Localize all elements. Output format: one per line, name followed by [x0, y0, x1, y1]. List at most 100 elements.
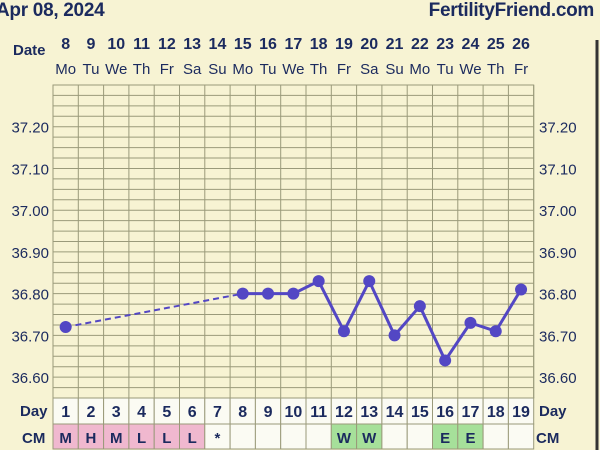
date-label: 9 [86, 36, 95, 53]
cm-cell [254, 423, 282, 450]
cycle-day-cell [103, 397, 130, 425]
y-tick-right: 37.10 [539, 161, 577, 178]
cycle-day-label: 8 [238, 404, 247, 421]
cycle-day-label: 6 [188, 404, 197, 421]
date-label: 17 [284, 36, 302, 53]
cycle-day-label: 13 [360, 404, 378, 421]
cycle-day-label: 15 [411, 404, 429, 421]
cm-label: * [215, 430, 221, 447]
cm-label: M [110, 430, 123, 447]
cm-cell [330, 423, 358, 450]
cycle-day-cell [482, 397, 509, 425]
temperature-point [515, 283, 528, 296]
date-label: 21 [386, 36, 404, 53]
cm-cell [305, 423, 332, 450]
cycle-day-label: 4 [137, 404, 146, 421]
cm-cell [103, 423, 130, 450]
y-tick-right: 36.70 [539, 328, 577, 345]
date-label: 19 [335, 36, 353, 53]
cm-label: E [465, 430, 475, 447]
date-label: 20 [360, 36, 378, 53]
y-tick-right: 36.90 [539, 245, 577, 262]
cycle-day-label: 1 [61, 404, 70, 421]
weekday-label: Tu [260, 61, 277, 78]
day-row-label-right: Day [539, 403, 567, 420]
y-tick-left: 36.80 [11, 287, 49, 304]
cm-row-label: CM [22, 430, 45, 447]
cm-label: W [362, 430, 377, 447]
cycle-day-cell [507, 397, 535, 425]
date-label: 15 [234, 36, 252, 53]
date-label: 8 [61, 36, 70, 53]
y-tick-left: 36.60 [11, 370, 49, 387]
cycle-day-label: 5 [162, 404, 171, 421]
cycle-day-cell [179, 397, 206, 425]
chart-date: Apr 08, 2024 [0, 0, 105, 21]
cm-cell [507, 423, 535, 450]
cm-label: L [188, 430, 197, 447]
temperature-point [236, 287, 249, 300]
cycle-day-label: 3 [112, 404, 121, 421]
temperature-point [388, 329, 401, 342]
date-label: 25 [487, 36, 505, 53]
y-tick-left: 36.90 [11, 245, 49, 262]
weekday-label: Mo [232, 61, 253, 78]
temperature-point [337, 325, 350, 338]
plot-grid [52, 40, 599, 450]
y-tick-right: 37.20 [539, 120, 577, 137]
temperature-series [59, 275, 528, 367]
cycle-day-label: 16 [436, 404, 454, 421]
temperature-point [59, 321, 72, 334]
cm-cell [432, 423, 459, 450]
weekday-label: Th [487, 61, 505, 78]
cm-cell [153, 423, 180, 450]
y-tick-right: 37.00 [539, 203, 577, 220]
date-label: 24 [462, 36, 480, 53]
cycle-day-label: 11 [310, 404, 327, 421]
cycle-day-label: 7 [213, 404, 222, 421]
cycle-day-label: 9 [264, 404, 273, 421]
cm-label: M [59, 430, 72, 447]
date-label: 10 [107, 36, 125, 53]
cycle-day-cell [153, 397, 180, 425]
cm-label: H [86, 430, 97, 447]
weekday-label: Mo [55, 61, 76, 78]
date-header: Date 8 9 10 11 12 13 14 15 16 17 18 19 20 21 22 23 24 25 26… [13, 36, 530, 78]
weekday-label: We [105, 61, 127, 78]
date-label: 18 [310, 36, 328, 53]
cm-cell [229, 423, 256, 450]
date-label: 16 [259, 36, 277, 53]
dashed-connector [65, 292, 243, 329]
cycle-day-label: 10 [284, 404, 302, 421]
cm-label: L [137, 430, 146, 447]
cm-row-label-right: CM [536, 430, 559, 447]
cm-label: W [337, 430, 352, 447]
cm-cell [381, 423, 408, 450]
weekday-label: Fr [514, 61, 528, 78]
date-row-label: Date [13, 42, 46, 59]
cycle-day-label: 18 [487, 404, 505, 421]
cm-cell [280, 423, 307, 450]
cycle-day-label: 2 [86, 404, 95, 421]
temperature-point [413, 300, 426, 313]
temperature-axes: 37.20 37.20 37.10 37.10 37.00 37.00 36.90 36.90… [11, 120, 576, 387]
y-tick-right: 36.60 [539, 370, 577, 387]
cm-cell [482, 423, 509, 450]
weekday-label: Sa [183, 61, 202, 78]
weekday-label: Fr [160, 61, 174, 78]
temperature-point [489, 325, 502, 338]
cycle-day-cell [204, 397, 231, 425]
y-tick-left: 36.70 [11, 328, 49, 345]
date-label: 23 [436, 36, 454, 53]
cm-cell [204, 423, 231, 450]
temperature-point [287, 287, 300, 300]
date-label: 12 [158, 36, 176, 53]
temperature-point [312, 275, 325, 288]
day-row-label: Day [20, 403, 48, 420]
cycle-day-label: 12 [335, 404, 353, 421]
temperature-point [262, 287, 275, 300]
weekday-label: Th [310, 61, 328, 78]
y-tick-right: 36.80 [539, 287, 577, 304]
